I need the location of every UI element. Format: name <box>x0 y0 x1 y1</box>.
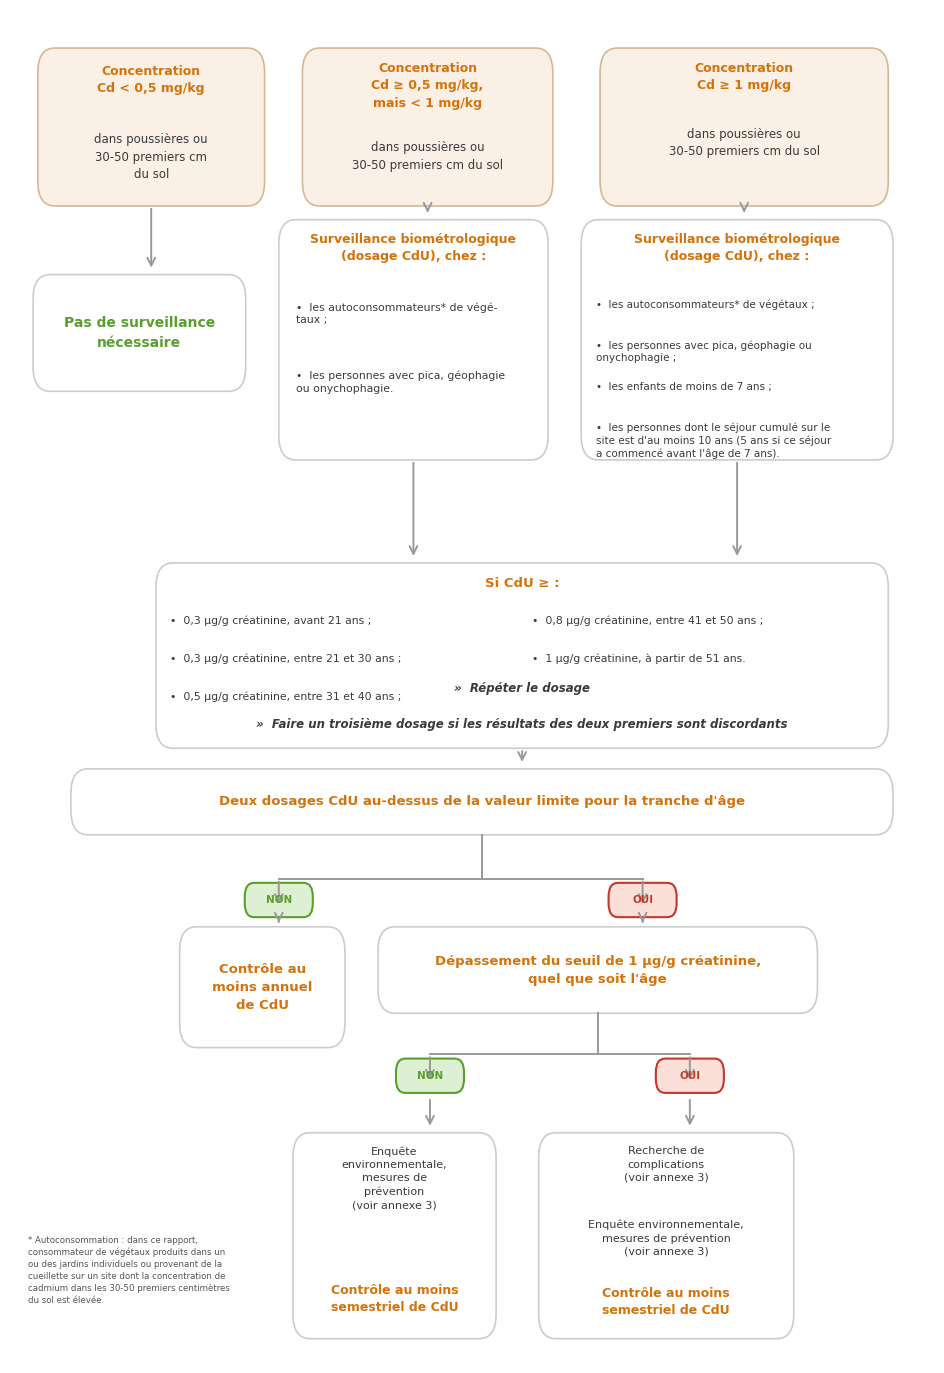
Text: NON: NON <box>265 895 292 905</box>
Text: Contrôle au moins
semestriel de CdU: Contrôle au moins semestriel de CdU <box>330 1284 458 1314</box>
Text: •  les autoconsommateurs* de végé-
taux ;: • les autoconsommateurs* de végé- taux ; <box>295 302 497 325</box>
FancyBboxPatch shape <box>538 1133 793 1339</box>
Text: Concentration
Cd ≥ 1 mg/kg: Concentration Cd ≥ 1 mg/kg <box>694 62 793 92</box>
Text: •  les autoconsommateurs* de végétaux ;: • les autoconsommateurs* de végétaux ; <box>596 299 814 310</box>
FancyBboxPatch shape <box>38 48 264 206</box>
FancyBboxPatch shape <box>71 769 892 835</box>
Text: •  0,8 μg/g créatinine, entre 41 et 50 ans ;: • 0,8 μg/g créatinine, entre 41 et 50 an… <box>531 615 762 626</box>
Text: Enquête environnementale,
mesures de prévention
(voir annexe 3): Enquête environnementale, mesures de pré… <box>588 1219 743 1256</box>
Text: Contrôle au
moins annuel
de CdU: Contrôle au moins annuel de CdU <box>211 962 312 1012</box>
FancyBboxPatch shape <box>378 927 817 1013</box>
FancyBboxPatch shape <box>278 220 548 460</box>
FancyBboxPatch shape <box>33 275 245 391</box>
Text: Contrôle au moins
semestriel de CdU: Contrôle au moins semestriel de CdU <box>601 1287 730 1317</box>
Text: Pas de surveillance
nécessaire: Pas de surveillance nécessaire <box>63 316 215 350</box>
Text: •  les personnes dont le séjour cumulé sur le
site est d'au moins 10 ans (5 ans : • les personnes dont le séjour cumulé su… <box>596 423 831 460</box>
FancyBboxPatch shape <box>244 883 312 917</box>
Text: Deux dosages CdU au-dessus de la valeur limite pour la tranche d'âge: Deux dosages CdU au-dessus de la valeur … <box>219 795 744 809</box>
Text: dans poussières ou
30-50 premiers cm du sol: dans poussières ou 30-50 premiers cm du … <box>668 128 818 158</box>
Text: •  0,3 μg/g créatinine, avant 21 ans ;: • 0,3 μg/g créatinine, avant 21 ans ; <box>170 615 371 626</box>
Text: OUI: OUI <box>632 895 652 905</box>
Text: •  0,3 μg/g créatinine, entre 21 et 30 ans ;: • 0,3 μg/g créatinine, entre 21 et 30 an… <box>170 654 401 665</box>
Text: dans poussières ou
30-50 premiers cm
du sol: dans poussières ou 30-50 premiers cm du … <box>94 133 208 181</box>
Text: Dépassement du seuil de 1 μg/g créatinine,
quel que soit l'âge: Dépassement du seuil de 1 μg/g créatinin… <box>434 954 760 986</box>
Text: Surveillance biométrologique
(dosage CdU), chez :: Surveillance biométrologique (dosage CdU… <box>311 233 515 264</box>
Text: •  1 μg/g créatinine, à partir de 51 ans.: • 1 μg/g créatinine, à partir de 51 ans. <box>531 654 745 665</box>
FancyBboxPatch shape <box>396 1059 464 1093</box>
Text: Recherche de
complications
(voir annexe 3): Recherche de complications (voir annexe … <box>623 1146 708 1184</box>
Text: Concentration
Cd ≥ 0,5 mg/kg,
mais < 1 mg/kg: Concentration Cd ≥ 0,5 mg/kg, mais < 1 m… <box>371 62 483 110</box>
Text: •  les personnes avec pica, géophagie
ou onychophagie.: • les personnes avec pica, géophagie ou … <box>295 371 504 394</box>
Text: Enquête
environnementale,
mesures de
prévention
(voir annexe 3): Enquête environnementale, mesures de pré… <box>342 1146 447 1211</box>
Text: »  Faire un troisième dosage si les résultats des deux premiers sont discordants: » Faire un troisième dosage si les résul… <box>256 718 787 730</box>
FancyBboxPatch shape <box>608 883 676 917</box>
FancyBboxPatch shape <box>302 48 552 206</box>
Text: Surveillance biométrologique
(dosage CdU), chez :: Surveillance biométrologique (dosage CdU… <box>633 233 839 264</box>
FancyBboxPatch shape <box>179 927 345 1048</box>
Text: •  0,5 μg/g créatinine, entre 31 et 40 ans ;: • 0,5 μg/g créatinine, entre 31 et 40 an… <box>170 692 401 703</box>
Text: •  les personnes avec pica, géophagie ou
onychophagie ;: • les personnes avec pica, géophagie ou … <box>596 341 811 364</box>
FancyBboxPatch shape <box>293 1133 496 1339</box>
Text: * Autoconsommation : dans ce rapport,
consommateur de végétaux produits dans un
: * Autoconsommation : dans ce rapport, co… <box>28 1236 230 1306</box>
Text: •  les enfants de moins de 7 ans ;: • les enfants de moins de 7 ans ; <box>596 382 771 391</box>
Text: Concentration
Cd < 0,5 mg/kg: Concentration Cd < 0,5 mg/kg <box>97 65 205 95</box>
Text: dans poussières ou
30-50 premiers cm du sol: dans poussières ou 30-50 premiers cm du … <box>352 141 502 172</box>
Text: OUI: OUI <box>679 1071 700 1081</box>
Text: Si CdU ≥ :: Si CdU ≥ : <box>484 577 559 589</box>
FancyBboxPatch shape <box>599 48 887 206</box>
Text: »  Répéter le dosage: » Répéter le dosage <box>454 682 589 695</box>
FancyBboxPatch shape <box>655 1059 723 1093</box>
FancyBboxPatch shape <box>156 563 887 748</box>
Text: NON: NON <box>416 1071 443 1081</box>
FancyBboxPatch shape <box>581 220 892 460</box>
